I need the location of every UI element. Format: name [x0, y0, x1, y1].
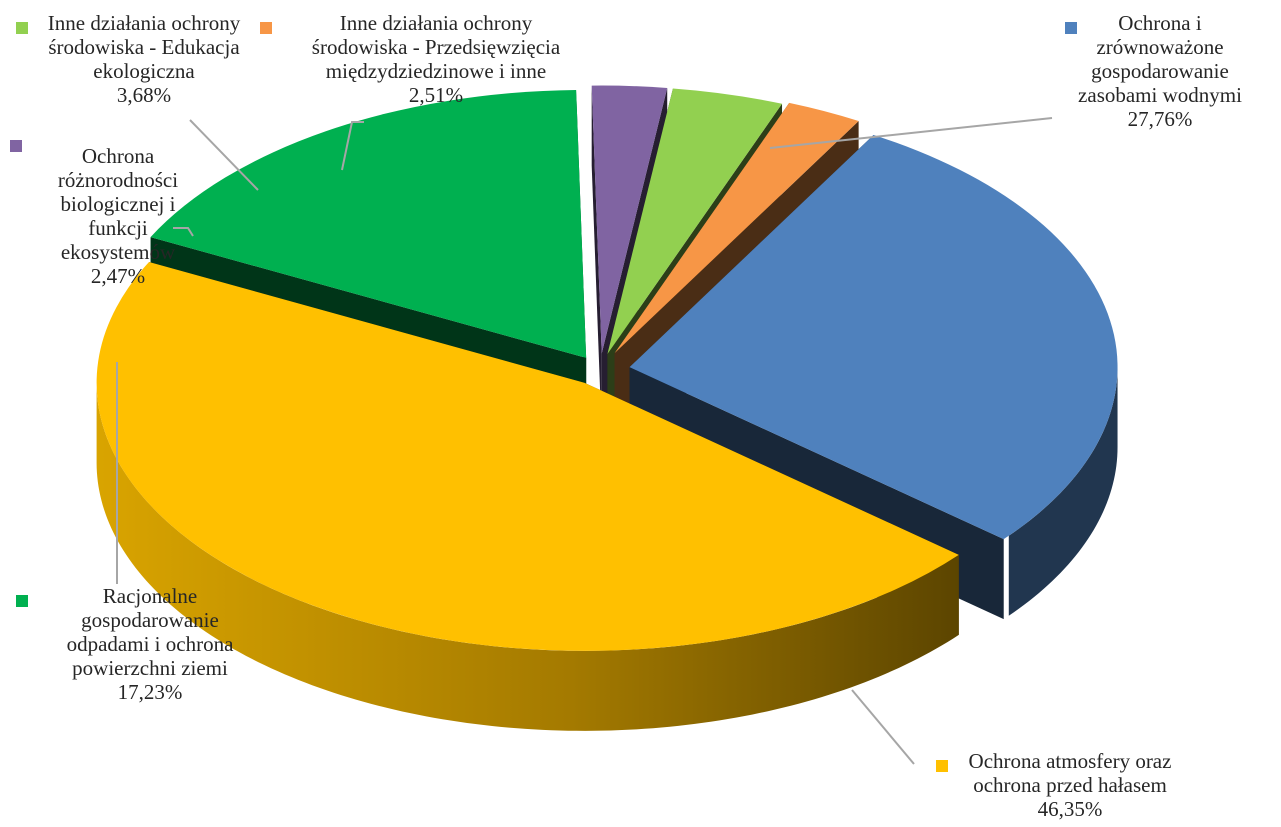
legend-marker — [16, 22, 28, 34]
slice-name-label: biologicznej i — [61, 192, 176, 216]
slice-name-label: Ochrona atmosfery oraz — [969, 749, 1172, 773]
slice-name-label: ekologiczna — [93, 59, 195, 83]
leader-line — [769, 117, 1053, 149]
pie-slice — [150, 89, 587, 358]
slice-name-label: ekosystemów — [61, 240, 176, 264]
leader-line — [189, 119, 259, 191]
pie-slice — [591, 85, 668, 354]
legend-marker — [16, 595, 28, 607]
slice-name-label: ochrona przed hałasem — [973, 773, 1167, 797]
slice-value-label: 17,23% — [118, 680, 183, 704]
legend-marker — [936, 760, 948, 772]
legend-marker — [260, 22, 272, 34]
slice-value-label: 27,76% — [1128, 107, 1193, 131]
slice-name-label: Inne działania ochrony — [48, 11, 241, 35]
leader-line — [851, 689, 915, 765]
slice-name-label: Ochrona i — [1118, 11, 1202, 35]
slice-name-label: Inne działania ochrony — [340, 11, 533, 35]
slice-name-label: gospodarowanie — [81, 608, 219, 632]
slice-name-label: różnorodności — [58, 168, 178, 192]
slice-value-label: 2,47% — [91, 264, 145, 288]
slice-name-label: odpadami i ochrona — [67, 632, 234, 656]
pie-slice — [96, 262, 959, 651]
slice-name-label: środowiska - Edukacja — [48, 35, 240, 59]
slice-name-label: środowiska - Przedsięwzięcia — [312, 35, 561, 59]
slice-name-label: gospodarowanie — [1091, 59, 1229, 83]
slice-name-label: powierzchni ziemi — [72, 656, 228, 680]
slice-name-label: funkcji — [88, 216, 148, 240]
slice-value-label: 46,35% — [1038, 797, 1103, 821]
slice-name-label: zasobami wodnymi — [1078, 83, 1242, 107]
slice-value-label: 2,51% — [409, 83, 463, 107]
pie-slice — [614, 102, 859, 354]
slice-name-label: międzydziedzinowe i inne — [326, 59, 546, 83]
slice-value-label: 3,68% — [117, 83, 171, 107]
legend-marker — [1065, 22, 1077, 34]
slice-name-label: Racjonalne — [103, 584, 197, 608]
pie-slice — [607, 88, 783, 355]
leader-line — [173, 227, 194, 237]
pie-slice — [629, 135, 1118, 540]
slice-name-label: Ochrona — [82, 144, 155, 168]
leader-line — [341, 121, 364, 171]
slice-name-label: zrównoważone — [1096, 35, 1223, 59]
legend-marker — [10, 140, 22, 152]
